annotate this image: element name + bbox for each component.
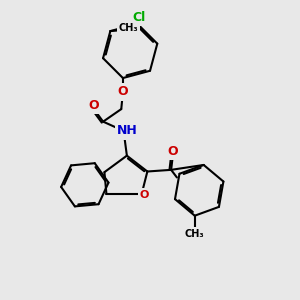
Text: O: O bbox=[88, 99, 99, 112]
Text: O: O bbox=[167, 145, 178, 158]
Text: CH₃: CH₃ bbox=[185, 229, 205, 239]
Text: O: O bbox=[118, 85, 128, 98]
Text: NH: NH bbox=[117, 124, 138, 137]
Text: O: O bbox=[140, 190, 149, 200]
Text: CH₃: CH₃ bbox=[119, 23, 138, 33]
Text: Cl: Cl bbox=[133, 11, 146, 24]
